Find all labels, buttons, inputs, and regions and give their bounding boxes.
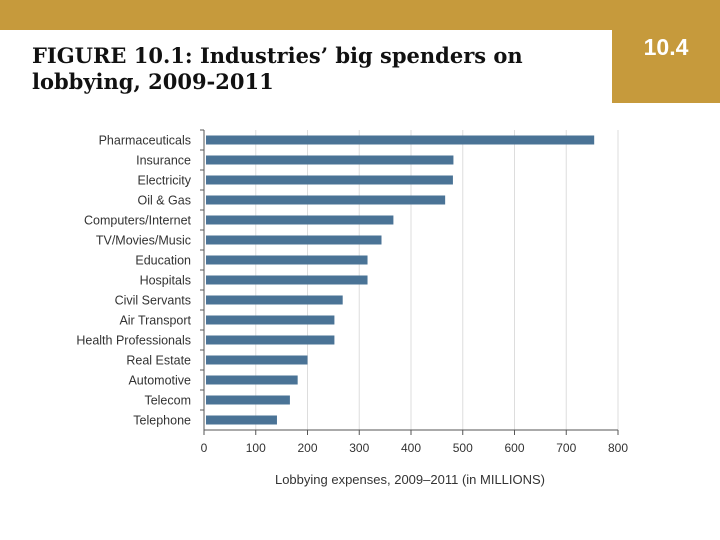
category-labels: Pharmaceuticals Insurance Electricity Oil &… xyxy=(76,134,191,428)
bar xyxy=(206,235,382,245)
x-tick-label: 300 xyxy=(349,441,369,455)
category-label: Automotive xyxy=(128,374,191,388)
x-tick-label: 200 xyxy=(297,441,317,455)
category-label: Oil & Gas xyxy=(138,194,192,208)
x-tick-label: 100 xyxy=(246,441,266,455)
x-tick-label: 500 xyxy=(453,441,473,455)
category-label: Education xyxy=(135,254,191,268)
top-accent-bar xyxy=(0,0,720,30)
bar xyxy=(206,175,453,185)
section-badge xyxy=(612,0,720,103)
category-label: Health Professionals xyxy=(76,334,191,348)
bar xyxy=(206,255,368,265)
x-tick-labels: 0 100 200 300 400 500 600 700 800 xyxy=(201,441,629,455)
bar xyxy=(206,315,335,325)
bar xyxy=(206,275,368,285)
bar xyxy=(206,415,277,425)
category-label: Telecom xyxy=(144,394,191,408)
category-label: Air Transport xyxy=(119,314,191,328)
bar xyxy=(206,335,335,345)
x-tick-label: 600 xyxy=(504,441,524,455)
category-label: Electricity xyxy=(138,174,192,188)
bar xyxy=(206,215,394,225)
bar xyxy=(206,135,595,145)
category-label: Insurance xyxy=(136,154,191,168)
x-tick-label: 400 xyxy=(401,441,421,455)
bar xyxy=(206,295,343,305)
x-tick-label: 800 xyxy=(608,441,628,455)
category-label: Hospitals xyxy=(140,274,191,288)
category-label: TV/Movies/Music xyxy=(96,234,191,248)
slide-title: FIGURE 10.1: Industries’ big spenders on… xyxy=(32,43,523,94)
chart-axes xyxy=(200,129,619,435)
category-label: Computers/Internet xyxy=(84,214,192,228)
category-label: Telephone xyxy=(133,414,191,428)
x-axis-label: Lobbying expenses, 2009–2011 (in MILLION… xyxy=(275,472,545,487)
bar xyxy=(206,155,454,165)
category-label: Pharmaceuticals xyxy=(99,134,191,148)
x-tick-label: 0 xyxy=(201,441,208,455)
category-label: Civil Servants xyxy=(115,294,191,308)
x-tick-label: 700 xyxy=(556,441,576,455)
bar xyxy=(206,375,298,385)
bar xyxy=(206,355,308,365)
bars xyxy=(206,135,595,425)
category-label: Real Estate xyxy=(126,354,191,368)
section-number: 10.4 xyxy=(643,34,689,60)
bar xyxy=(206,195,446,205)
bar xyxy=(206,395,290,405)
